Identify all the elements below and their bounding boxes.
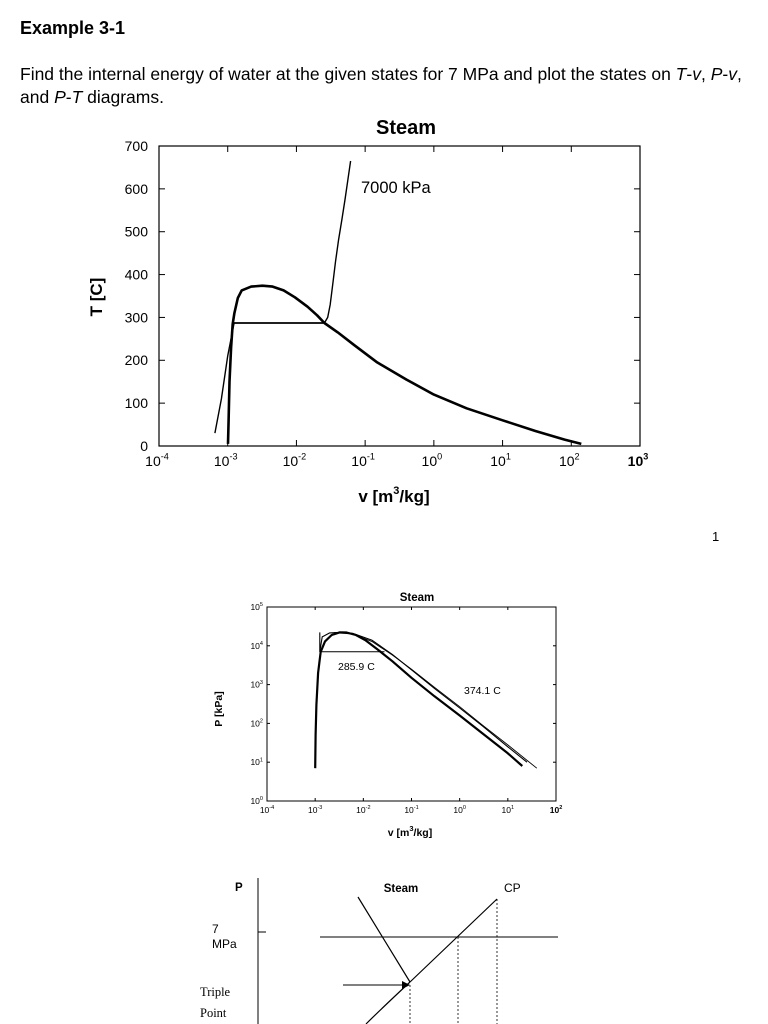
pt-lines: [257, 878, 558, 1024]
pv-critical-temp-label: 374.1 C: [464, 685, 501, 697]
tv-series-4: [214, 160, 352, 434]
pv-series-4: [334, 632, 538, 769]
triple-point-label-line2: Point: [200, 1006, 227, 1020]
pv-x-tick-label: 10-2: [356, 805, 370, 815]
pv-y-tick-label: 104: [250, 641, 263, 651]
pt-melting-curve: [357, 896, 411, 983]
tv-y-tick-label: 0: [140, 438, 148, 454]
pressure-tick-value: 7: [212, 922, 219, 936]
example-heading: Example 3-1: [20, 18, 126, 38]
triple-point-arrowhead: [402, 981, 410, 989]
tv-pressure-label: 7000 kPa: [361, 179, 432, 197]
tv-x-tick-label: 10-1: [351, 452, 375, 469]
pt-y-axis-label: P: [235, 882, 243, 894]
pv-y-tick-label: 101: [250, 757, 263, 767]
critical-point-label: CP: [504, 881, 521, 895]
pv-y-tick-label: 105: [250, 602, 263, 612]
tv-x-tick-label: 100: [422, 452, 443, 469]
tv-x-axis-label: v [m3/kg]: [358, 485, 429, 506]
pressure-tick-unit: MPa: [212, 937, 237, 951]
pv-x-tick-label: 10-4: [260, 805, 274, 815]
tv-y-tick-label: 100: [125, 395, 149, 411]
tv-y-tick-label: 400: [125, 266, 149, 282]
tv-x-tick-label: 10-4: [145, 452, 169, 469]
tv-chart-title: Steam: [376, 117, 436, 139]
pv-x-tick-label: 10-1: [404, 805, 418, 815]
tv-y-tick-label: 600: [125, 181, 149, 197]
triple-point-label-line1: Triple: [200, 985, 231, 999]
tv-x-tick-label: 103: [628, 452, 649, 469]
tv-x-tick-label: 10-3: [214, 452, 238, 469]
tv-diagram: Steam 10-4 10-3 10-2 10-1 100 101 102 103 0 100 20…: [87, 117, 649, 506]
pt-vaporization-curve: [409, 898, 498, 983]
tv-y-axis-label: T [C]: [87, 278, 106, 317]
pv-x-tick-label: 100: [453, 805, 466, 815]
pv-x-tick-label: 10-3: [308, 805, 322, 815]
page-number: 1: [712, 529, 720, 544]
tv-series-1: [226, 284, 326, 444]
tv-y-tick-label: 500: [125, 224, 149, 240]
pv-x-tick-label: 101: [502, 805, 515, 815]
pv-saturation-temp-label: 285.9 C: [338, 661, 375, 673]
pv-y-axis-label: P [kPa]: [213, 691, 225, 726]
pv-y-tick-label: 100: [250, 796, 263, 806]
pv-y-tick-label: 102: [250, 718, 263, 728]
pv-diagram: Steam 10-4 10-3 10-2 10-1 100 101 102 100 101 102…: [213, 592, 563, 839]
tv-plot-frame: [158, 145, 641, 447]
tv-y-tick-label: 200: [125, 352, 149, 368]
tv-x-tick-label: 10-2: [283, 452, 307, 469]
pt-diagram: P Steam CP 7 MPa Triple Point: [200, 878, 558, 1024]
tv-x-tick-label: 102: [559, 452, 580, 469]
tv-series-2: [323, 321, 582, 446]
pv-series-1: [314, 631, 524, 769]
pt-chart-title: Steam: [384, 883, 419, 895]
pv-series-2: [319, 631, 528, 763]
tv-y-tick-label: 300: [125, 309, 149, 325]
tv-y-tick-label: 700: [125, 138, 149, 154]
pv-x-axis-label: v [m3/kg]: [388, 824, 432, 839]
pv-plot-frame: [266, 606, 557, 802]
pv-chart-title: Steam: [400, 592, 435, 604]
problem-statement: Find the internal energy of water at the…: [20, 64, 742, 107]
tv-x-tick-label: 101: [490, 452, 511, 469]
pv-x-tick-label: 102: [550, 805, 563, 815]
pv-y-tick-label: 103: [250, 680, 263, 690]
